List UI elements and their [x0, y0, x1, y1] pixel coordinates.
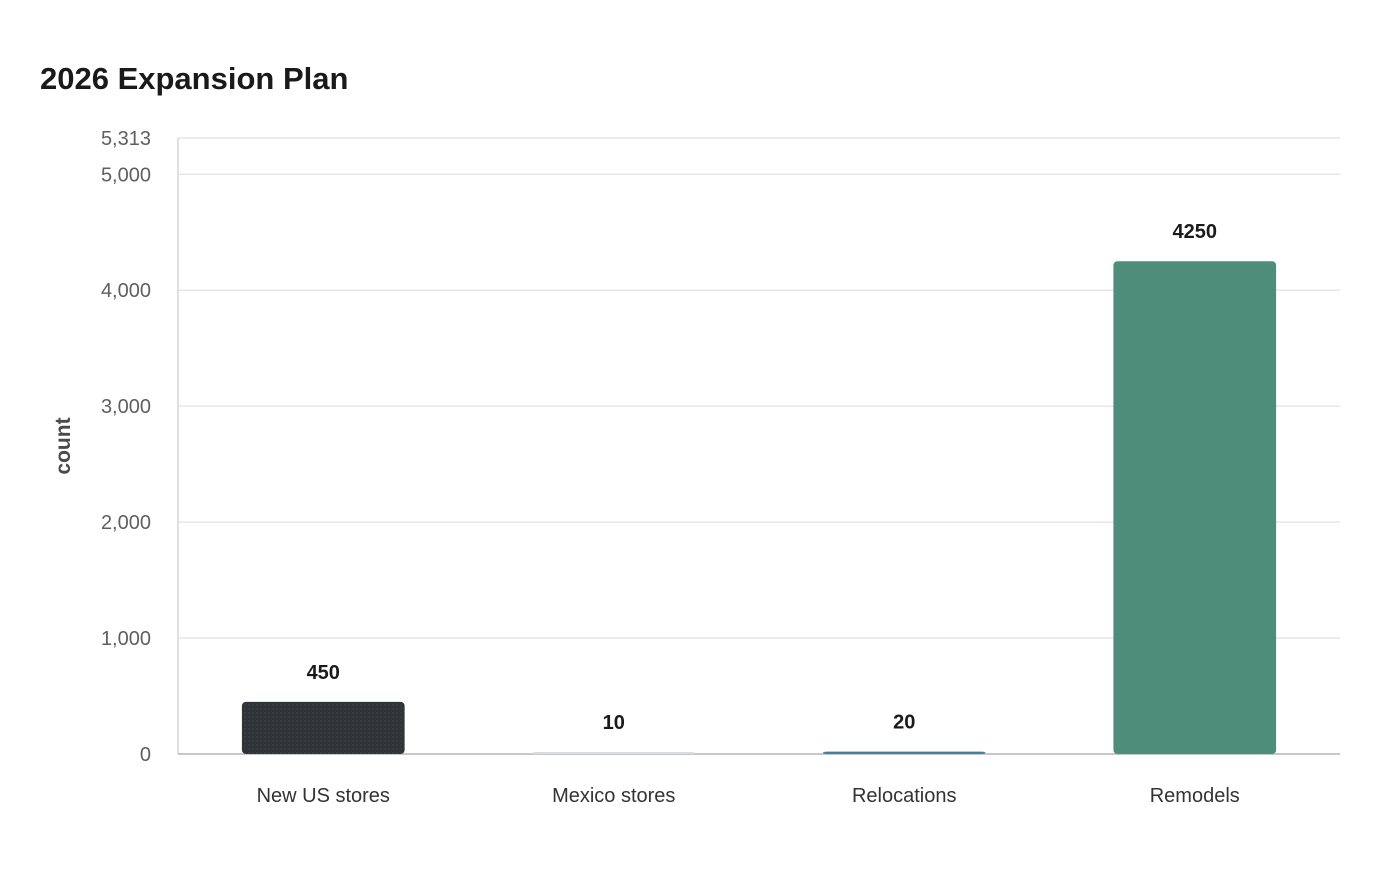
y-tick-label: 5,313: [101, 128, 151, 150]
y-tick-label: 5,000: [101, 164, 151, 186]
y-tick-label: 2,000: [101, 512, 151, 534]
y-tick-label: 3,000: [101, 396, 151, 418]
bars: [241, 261, 1277, 754]
labels: 0 1,000 2,000 3,000 4,000 5,000 5,313 450 New US…: [101, 128, 1240, 807]
bar-texture: [241, 701, 405, 754]
y-tick-label: 0: [140, 744, 151, 766]
y-tick-label: 4,000: [101, 280, 151, 302]
bar-relocations: [822, 751, 986, 754]
value-label: 450: [307, 662, 340, 684]
x-category-label: New US stores: [257, 785, 390, 807]
y-tick-label: 1,000: [101, 628, 151, 650]
bar-mexico-stores: [532, 752, 696, 754]
bar-remodels: [1113, 261, 1277, 754]
x-category-label: Relocations: [852, 785, 957, 807]
value-label: 10: [603, 712, 625, 734]
x-category-label: Mexico stores: [552, 785, 675, 807]
x-category-label: Remodels: [1150, 785, 1240, 807]
value-label: 4250: [1173, 221, 1218, 243]
gridlines: [178, 137, 1340, 639]
chart-title: 2026 Expansion Plan: [40, 61, 349, 96]
value-label: 20: [893, 712, 915, 734]
